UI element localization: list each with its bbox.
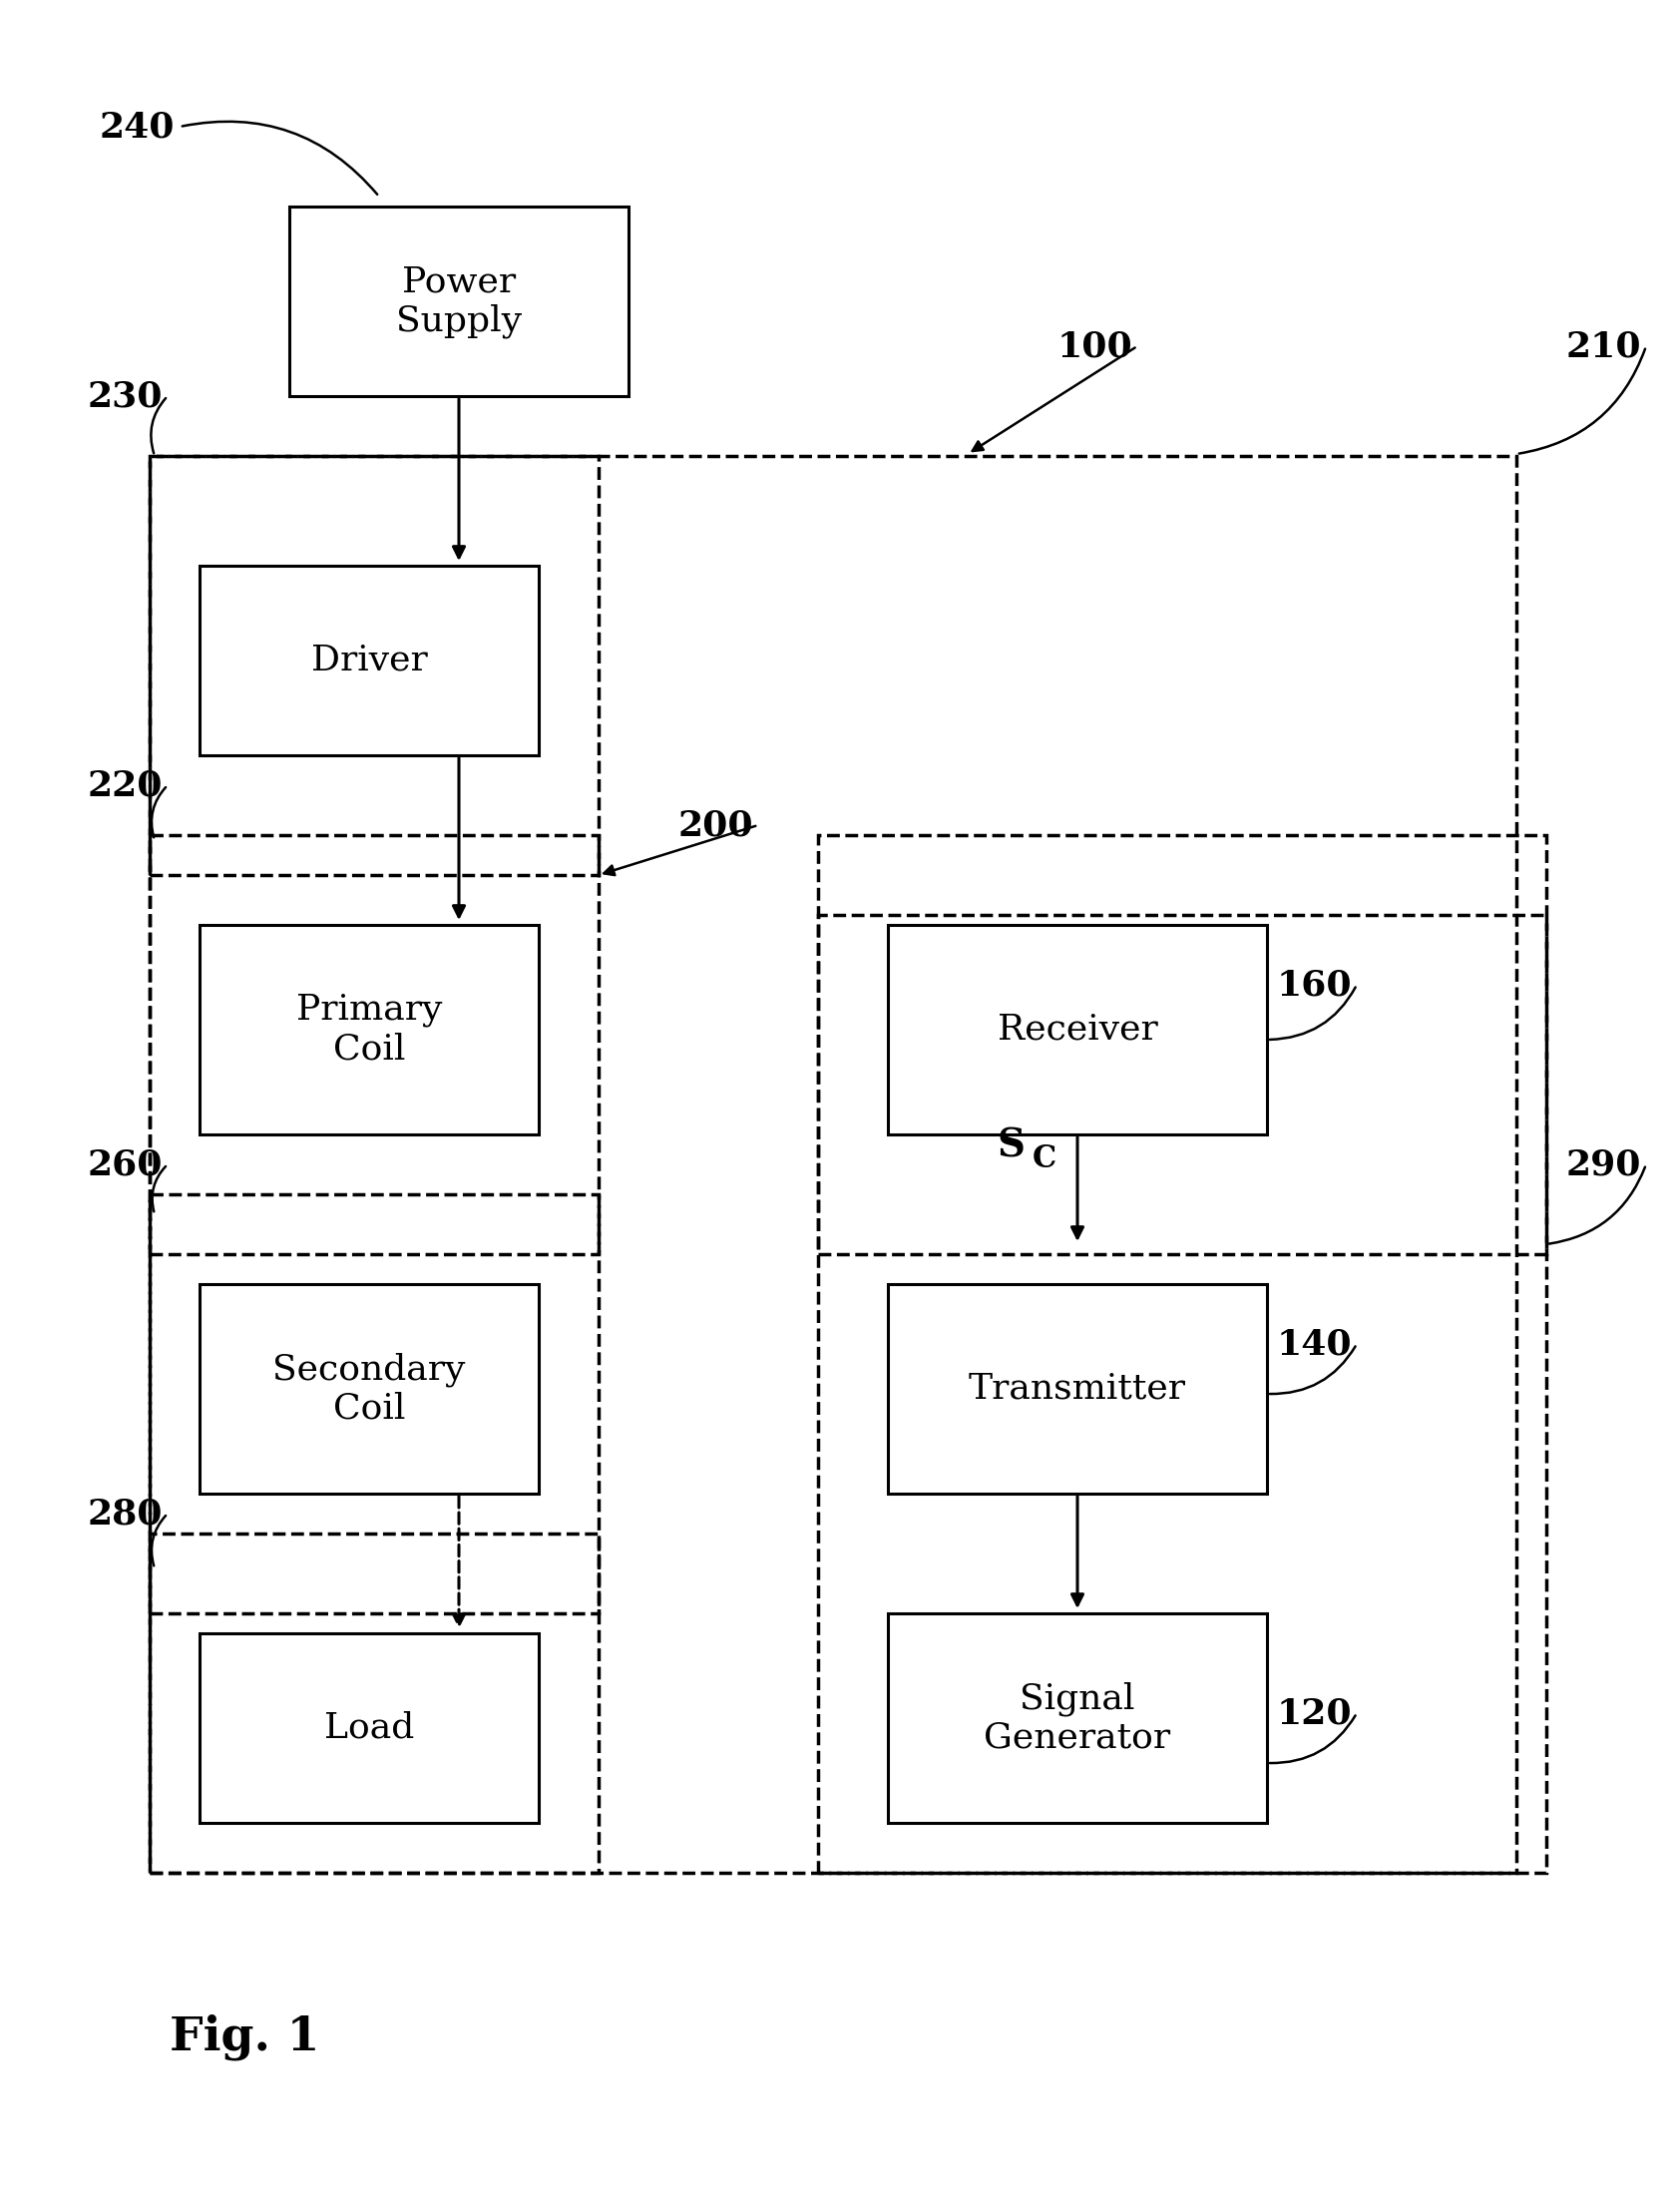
Bar	[818, 836, 1547, 1254]
Text: C: C	[1032, 1144, 1058, 1175]
Bar	[290, 206, 628, 396]
Bar	[199, 925, 538, 1135]
Bar	[888, 1613, 1267, 1823]
Text: 230: 230	[87, 378, 163, 414]
Text: 290: 290	[1567, 1148, 1641, 1181]
Bar	[888, 1285, 1267, 1493]
Text: S: S	[997, 1126, 1026, 1164]
Text: Receiver: Receiver	[997, 1013, 1158, 1046]
Bar	[888, 925, 1267, 1135]
Text: 210: 210	[1567, 330, 1642, 363]
Text: 160: 160	[1277, 969, 1353, 1002]
Text: Primary
Coil: Primary Coil	[297, 993, 442, 1066]
Text: Power
Supply: Power Supply	[396, 265, 521, 338]
Text: 140: 140	[1277, 1327, 1353, 1360]
Text: Driver: Driver	[310, 644, 427, 677]
Text: 220: 220	[87, 768, 163, 803]
Bar	[199, 566, 538, 754]
Text: 100: 100	[1058, 330, 1133, 363]
Bar	[199, 1285, 538, 1493]
Bar	[149, 456, 598, 876]
Text: 200: 200	[679, 807, 754, 843]
Text: Signal
Generator: Signal Generator	[984, 1681, 1172, 1754]
Bar	[149, 456, 1517, 1874]
Bar	[818, 916, 1547, 1874]
Text: Fig. 1: Fig. 1	[169, 2015, 320, 2062]
Bar	[149, 1194, 598, 1613]
Text: Secondary
Coil: Secondary Coil	[273, 1352, 466, 1427]
Bar	[199, 1632, 538, 1823]
Bar	[149, 1533, 598, 1874]
Text: 260: 260	[87, 1148, 163, 1181]
Text: Transmitter: Transmitter	[969, 1371, 1187, 1407]
Text: 120: 120	[1277, 1697, 1353, 1730]
Text: 280: 280	[87, 1498, 163, 1531]
Text: 240: 240	[101, 111, 174, 144]
Text: Load: Load	[323, 1712, 414, 1745]
Bar	[149, 836, 598, 1254]
